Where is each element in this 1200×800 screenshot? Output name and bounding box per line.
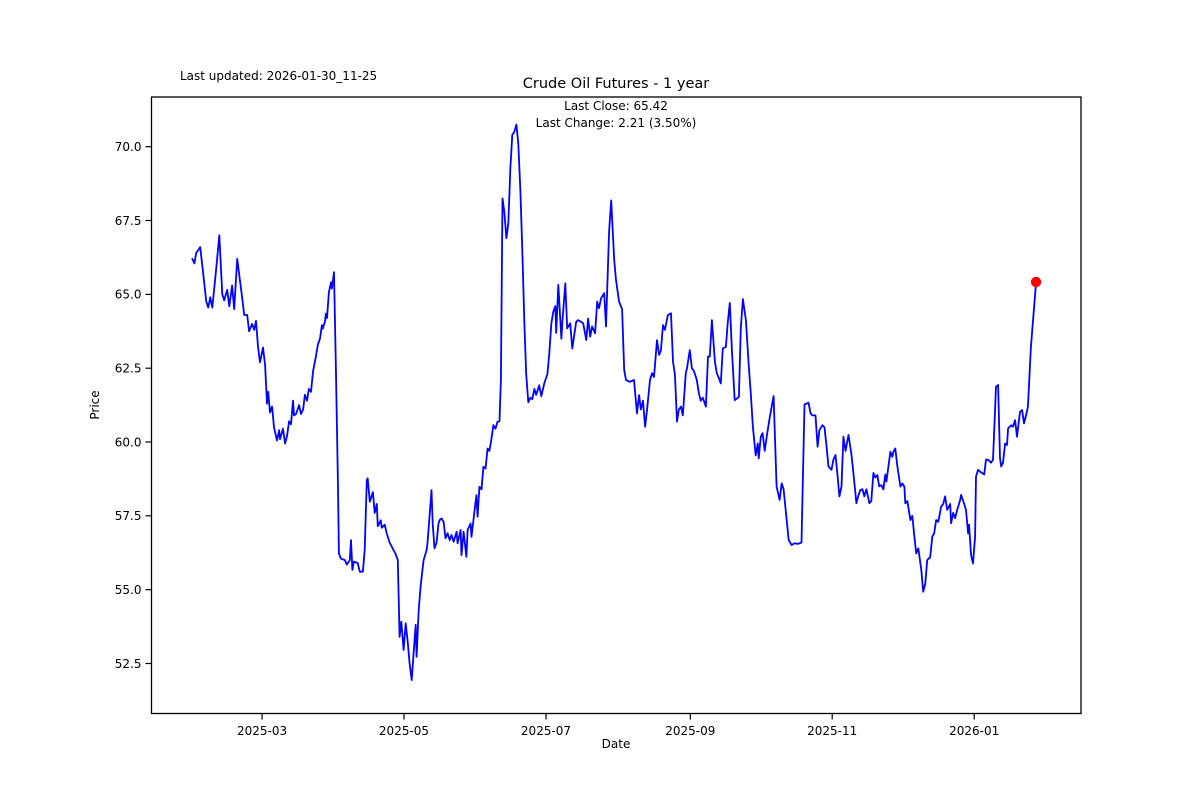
y-tick-label: 52.5: [115, 657, 142, 671]
y-tick-label: 70.0: [115, 140, 142, 154]
x-tick-label: 2025-05: [379, 724, 429, 738]
y-tick-label: 60.0: [115, 435, 142, 449]
last-price-marker: [1030, 276, 1042, 288]
last-updated-text: Last updated: 2026-01-30_11-25: [180, 69, 377, 83]
y-tick-label: 65.0: [115, 288, 142, 302]
x-tick-label: 2025-07: [521, 724, 571, 738]
x-tick-label: 2025-11: [807, 724, 857, 738]
x-tick-label: 2025-03: [237, 724, 287, 738]
x-tick-label: 2026-01: [949, 724, 999, 738]
chart-title: Crude Oil Futures - 1 year: [523, 76, 709, 92]
price-series: [191, 123, 1042, 681]
x-axis-label: Date: [602, 737, 631, 751]
y-tick-label: 67.5: [115, 214, 142, 228]
annotation-last-close: Last Close: 65.42: [564, 99, 668, 113]
axis-ticks: 2025-03 2025-05 2025-07 2025-09 2025-11 2026-…: [115, 140, 999, 738]
axes-frame: [150, 96, 1082, 715]
y-axis-label: Price: [88, 390, 102, 419]
price-line: [191, 123, 1037, 681]
x-tick-label: 2025-09: [665, 724, 715, 738]
y-tick-label: 55.0: [115, 583, 142, 597]
y-tick-label: 57.5: [115, 509, 142, 523]
annotation-last-change: Last Change: 2.21 (3.50%): [536, 116, 697, 130]
y-tick-label: 62.5: [115, 362, 142, 376]
